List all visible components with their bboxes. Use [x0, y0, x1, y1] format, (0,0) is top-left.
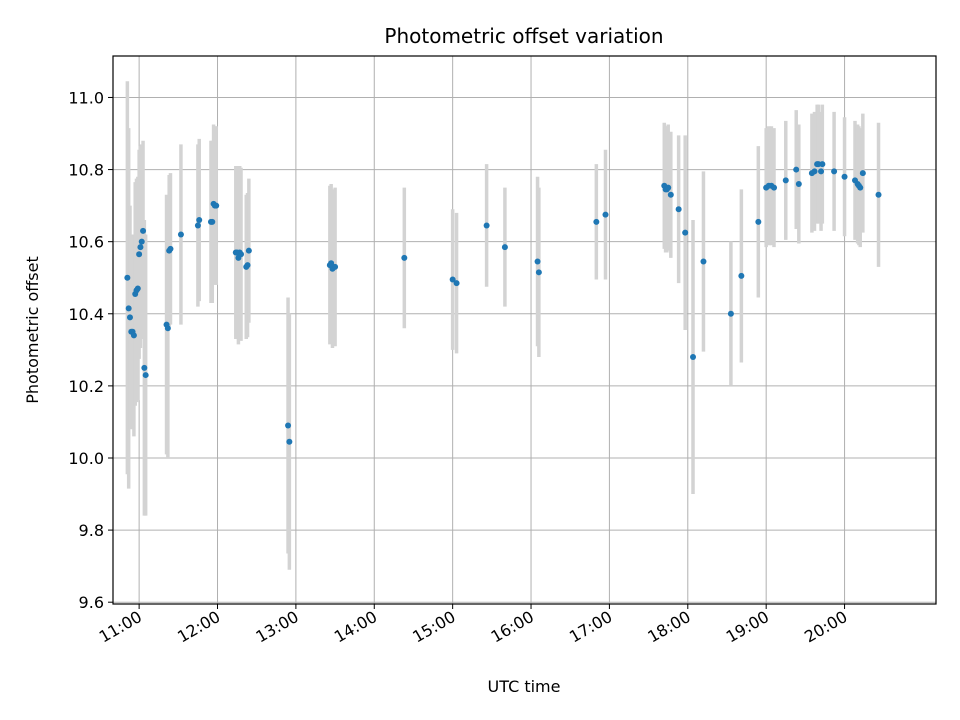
- x-axis-label: UTC time: [488, 677, 561, 696]
- data-point: [875, 191, 882, 198]
- data-point: [126, 314, 133, 321]
- data-point: [841, 173, 848, 180]
- data-point: [244, 262, 251, 269]
- data-point: [209, 218, 216, 225]
- y-tick-label: 10.8: [68, 161, 104, 180]
- y-axis-label: Photometric offset: [23, 256, 42, 404]
- y-axis: 9.6 9.8 10.0 10.2 10.4 10.6 10.8 11.0: [68, 88, 113, 612]
- data-point: [501, 244, 508, 251]
- y-tick-label: 10.0: [68, 449, 104, 468]
- data-point: [285, 422, 292, 429]
- data-point: [738, 272, 745, 279]
- data-point: [782, 177, 789, 184]
- data-point: [332, 263, 339, 270]
- data-point: [771, 184, 778, 191]
- data-point: [831, 168, 838, 175]
- data-point: [857, 184, 864, 191]
- plot-area-frame: [112, 55, 937, 605]
- data-point: [700, 258, 707, 265]
- y-tick-label: 9.6: [79, 593, 104, 612]
- data-point: [602, 211, 609, 218]
- data-point: [793, 166, 800, 173]
- data-point: [818, 168, 825, 175]
- data-point: [137, 244, 144, 251]
- y-tick-label: 10.2: [68, 377, 104, 396]
- data-point: [795, 180, 802, 187]
- data-point: [819, 161, 826, 168]
- data-point: [401, 254, 408, 261]
- chart-title: Photometric offset variation: [384, 24, 663, 48]
- data-point: [811, 168, 818, 175]
- data-point: [755, 218, 762, 225]
- data-point: [665, 184, 672, 191]
- data-point: [124, 274, 131, 281]
- data-point: [453, 280, 460, 287]
- data-point: [134, 285, 141, 292]
- data-point: [196, 217, 203, 224]
- data-point: [136, 251, 143, 258]
- data-point: [690, 354, 697, 361]
- data-point: [138, 238, 145, 245]
- data-point: [141, 364, 148, 371]
- data-point: [483, 222, 490, 229]
- data-point: [213, 202, 220, 209]
- data-point: [675, 206, 682, 213]
- data-point: [534, 258, 541, 265]
- y-tick-label: 11.0: [68, 88, 104, 107]
- data-point: [245, 247, 252, 254]
- data-point: [130, 332, 137, 339]
- data-point: [238, 251, 245, 258]
- data-point: [125, 305, 132, 312]
- data-point: [167, 245, 174, 252]
- y-tick-label: 9.8: [79, 521, 104, 540]
- data-point: [177, 231, 184, 238]
- data-point: [535, 269, 542, 276]
- data-point: [140, 227, 147, 234]
- data-point: [859, 170, 866, 177]
- data-point: [593, 218, 600, 225]
- data-point: [286, 438, 293, 445]
- data-point: [164, 325, 171, 332]
- data-point: [682, 229, 689, 236]
- data-point: [449, 276, 456, 283]
- data-point: [727, 310, 734, 317]
- data-point: [328, 260, 335, 267]
- data-point: [667, 191, 674, 198]
- data-point: [194, 222, 201, 229]
- data-point: [142, 372, 149, 379]
- y-tick-label: 10.4: [68, 305, 104, 324]
- y-tick-label: 10.6: [68, 233, 104, 252]
- data-points: [124, 161, 882, 445]
